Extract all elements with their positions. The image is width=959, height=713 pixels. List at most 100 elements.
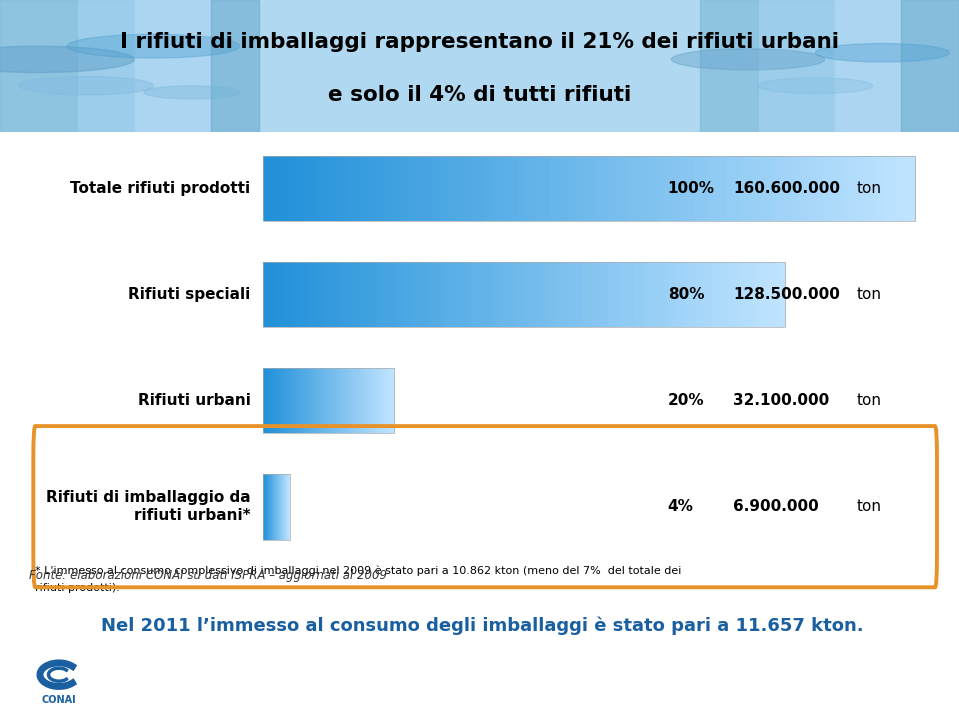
Bar xyxy=(805,155,812,221)
Bar xyxy=(446,155,454,221)
Bar xyxy=(425,262,431,327)
Bar xyxy=(717,262,723,327)
Bar xyxy=(772,155,780,221)
Bar xyxy=(622,155,629,221)
Bar xyxy=(902,155,909,221)
Bar xyxy=(818,155,825,221)
Bar xyxy=(279,368,281,434)
Bar xyxy=(550,155,557,221)
Bar xyxy=(348,368,350,434)
Bar xyxy=(459,155,466,221)
Bar xyxy=(268,368,269,434)
Bar xyxy=(380,368,382,434)
Bar xyxy=(877,155,883,221)
Bar xyxy=(525,155,531,221)
Circle shape xyxy=(144,86,240,99)
Text: 160.600.000: 160.600.000 xyxy=(733,181,840,196)
Bar xyxy=(264,474,290,540)
Bar xyxy=(811,155,818,221)
Bar xyxy=(363,262,368,327)
Bar xyxy=(344,368,346,434)
Bar xyxy=(339,368,341,434)
Bar xyxy=(341,262,347,327)
Bar xyxy=(378,262,385,327)
Bar xyxy=(331,368,333,434)
Bar xyxy=(728,262,734,327)
Bar xyxy=(889,155,897,221)
Bar xyxy=(712,262,718,327)
Bar xyxy=(498,262,504,327)
Bar xyxy=(696,262,702,327)
Bar xyxy=(368,262,374,327)
Bar xyxy=(362,368,363,434)
Bar xyxy=(276,155,284,221)
Bar xyxy=(391,368,393,434)
Bar xyxy=(325,368,327,434)
Bar xyxy=(511,155,519,221)
Bar xyxy=(503,262,509,327)
Bar xyxy=(298,368,300,434)
Bar xyxy=(296,155,303,221)
Bar xyxy=(851,155,857,221)
Text: CONAI: CONAI xyxy=(41,694,77,705)
Bar xyxy=(413,155,421,221)
Bar xyxy=(467,262,473,327)
Bar xyxy=(368,155,375,221)
Bar xyxy=(508,262,514,327)
Bar xyxy=(479,155,486,221)
Bar xyxy=(301,368,303,434)
Bar xyxy=(341,155,349,221)
Bar xyxy=(856,155,864,221)
Bar xyxy=(323,368,325,434)
Bar xyxy=(590,155,596,221)
Bar xyxy=(321,262,327,327)
Bar xyxy=(537,155,545,221)
Bar xyxy=(285,368,287,434)
Bar xyxy=(337,262,342,327)
Bar xyxy=(844,155,851,221)
Bar xyxy=(545,262,551,327)
Bar xyxy=(648,155,655,221)
Bar xyxy=(369,368,371,434)
Bar xyxy=(681,155,688,221)
Bar xyxy=(287,368,289,434)
Bar xyxy=(326,368,328,434)
Bar xyxy=(409,262,415,327)
Bar xyxy=(688,155,694,221)
Bar xyxy=(883,155,890,221)
Bar xyxy=(303,155,310,221)
Bar xyxy=(394,155,401,221)
Bar xyxy=(707,262,713,327)
Bar xyxy=(693,155,701,221)
Bar xyxy=(385,368,386,434)
Bar xyxy=(414,262,421,327)
Bar xyxy=(405,262,410,327)
Bar xyxy=(297,368,299,434)
Bar xyxy=(602,262,608,327)
Bar xyxy=(726,155,734,221)
Bar xyxy=(670,262,676,327)
Bar xyxy=(275,368,277,434)
Bar xyxy=(780,262,785,327)
Bar xyxy=(296,368,298,434)
Bar xyxy=(266,368,269,434)
Bar xyxy=(348,155,356,221)
Bar xyxy=(292,368,294,434)
Bar xyxy=(713,155,720,221)
Bar xyxy=(294,262,301,327)
Bar xyxy=(322,155,329,221)
Bar xyxy=(759,262,765,327)
Bar xyxy=(642,155,649,221)
Bar xyxy=(355,368,357,434)
Bar xyxy=(388,262,394,327)
Bar xyxy=(264,368,394,434)
Bar xyxy=(628,262,635,327)
Bar xyxy=(359,368,361,434)
Bar xyxy=(901,0,959,132)
Bar xyxy=(340,368,342,434)
Text: 32.100.000: 32.100.000 xyxy=(733,393,830,408)
Bar xyxy=(863,155,871,221)
Text: 100%: 100% xyxy=(667,181,714,196)
Bar xyxy=(407,155,414,221)
Bar xyxy=(661,155,668,221)
